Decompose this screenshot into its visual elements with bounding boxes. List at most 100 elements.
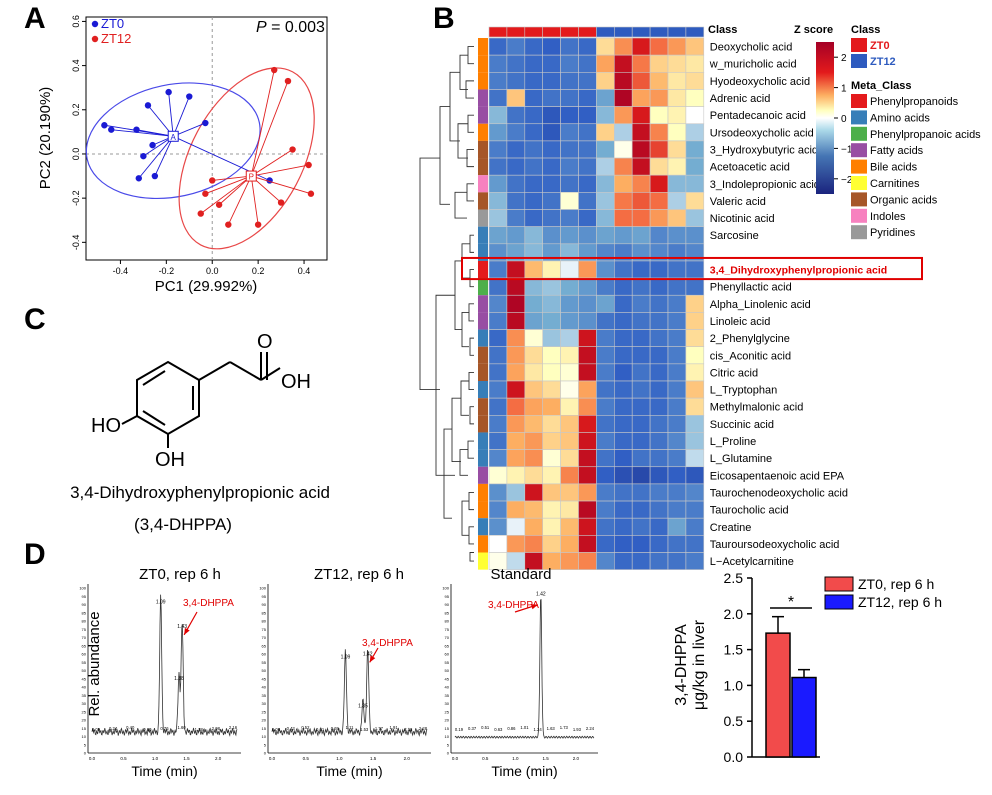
bar-legend-label: ZT0, rep 6 h: [858, 576, 934, 592]
meta-class-cell: [478, 192, 488, 210]
baseline-peak-label: 1.24: [534, 727, 543, 732]
bar-marks: *: [765, 594, 817, 758]
chromatogram-y-tick: 85: [82, 610, 87, 615]
aromatic-double-bond-1: [142, 370, 166, 386]
bar: [791, 676, 817, 758]
pca-spoke-line: [250, 69, 275, 177]
chromatogram-y-tick: 45: [82, 676, 87, 681]
meta-class-cell: [478, 329, 488, 347]
baseline-peak-label: 0.51: [481, 725, 490, 730]
baseline-peak-label: 0.06: [272, 727, 281, 732]
chromatogram-y-tick: 35: [82, 693, 87, 698]
pca-centroid-label: A: [171, 133, 177, 142]
meta-class-cell: [478, 260, 488, 279]
significance-marker: *: [788, 594, 794, 611]
pca-y-axis-label: PC2 (20.190%): [37, 87, 54, 190]
pca-point: [186, 93, 193, 100]
chain-bond-2: [229, 361, 262, 381]
chromatogram-y-tick: 10: [82, 734, 87, 739]
dendrogram-branch: [469, 552, 474, 562]
pca-point: [284, 77, 292, 85]
meta-class-cell: [478, 106, 488, 124]
pca-point: [151, 172, 159, 180]
z-tick-label: −1: [841, 144, 853, 155]
heatmap-row-label: Hyodeoxycholic acid: [710, 76, 810, 88]
chromatogram-x-tick: 2.0: [215, 756, 222, 761]
meta-class-cell: [478, 278, 488, 296]
pca-point: [165, 88, 172, 96]
bar-y-tick-label: 1.5: [724, 642, 744, 658]
chromatogram-y-tick: 20: [445, 718, 450, 723]
chromatogram-y-tick: 65: [445, 643, 450, 648]
class-bar-cell: [685, 26, 705, 38]
meta-class-legend: Phenylpropanoids Amino acids Phenylpropano…: [851, 94, 981, 240]
pca-spoke-line: [172, 96, 190, 137]
bar-legend: ZT0, rep 6 h ZT12, rep 6 h: [824, 576, 942, 610]
baseline-peak-label: 2.18: [404, 727, 413, 732]
chromatogram-y-tick: 45: [445, 676, 450, 681]
peak-label: 1.09: [156, 599, 166, 605]
pca-spoke-line: [251, 164, 309, 177]
meta-legend-swatch: [851, 143, 867, 158]
y-tick-label: -0.4: [71, 235, 81, 251]
pca-spoke-line: [136, 129, 174, 137]
dendrogram-branch: [419, 157, 440, 391]
y-tick-label: 0.0: [71, 148, 81, 161]
chromatogram-x-tick: 1.5: [543, 756, 550, 761]
chromatogram-x-label: Time (min): [316, 763, 382, 779]
zt12-confidence-ellipse: [178, 67, 315, 250]
x-tick-label: 0.0: [206, 266, 219, 276]
heatmap-row-label: Alpha_Linolenic acid: [710, 299, 811, 311]
y-tick-label: 0.6: [71, 15, 81, 28]
chromatogram-y-tick: 80: [82, 619, 87, 624]
meta-class-cell: [478, 466, 488, 484]
hydroxyl-oh: OH: [155, 449, 185, 471]
chromatogram-y-tick: 0: [264, 751, 267, 756]
chromatogram-y-tick: 95: [82, 594, 87, 599]
bar-axes: 0.0 0.5 1.0 1.5 2.0 2.5: [724, 570, 820, 765]
pca-spoke-line: [212, 175, 252, 181]
baseline-peak-label: 0.69: [331, 726, 340, 731]
baseline-peak-label: 0.09: [92, 727, 101, 732]
chromatogram-y-tick: 50: [262, 668, 267, 673]
dendrogram-branch: [435, 294, 455, 476]
heatmap-row-label: Methylmalonic acid: [710, 402, 804, 414]
chromatogram-x-tick: 0.0: [269, 756, 276, 761]
pca-spoke-line: [250, 175, 259, 225]
chromatogram-y-tick: 100: [259, 586, 266, 591]
heatmap-cell: [685, 552, 705, 570]
chromatogram-y-tick: 75: [262, 627, 267, 632]
pca-spoke-line: [227, 175, 252, 225]
dendrogram-branch: [451, 397, 461, 463]
chromatogram-y-tick: 80: [262, 619, 267, 624]
pca-spoke-line: [154, 136, 174, 177]
dendrogram-branch: [461, 500, 469, 536]
chromatogram-x-tick: 1.0: [512, 756, 519, 761]
meta-class-annotation-column: [478, 38, 488, 570]
meta-class-cell: [478, 535, 488, 553]
row-dendrogram: [419, 46, 474, 562]
p-value-symbol: P: [256, 19, 267, 36]
pca-point: [149, 141, 156, 149]
heatmap-row-label: L_Tryptophan: [710, 385, 777, 397]
meta-legend-swatch: [851, 176, 867, 190]
dendrogram-branch: [469, 337, 474, 356]
chromatogram-y-tick: 25: [262, 709, 267, 714]
peak-label: 1.35: [358, 703, 368, 709]
carboxyl-oh: OH: [281, 371, 311, 393]
chromatogram-y-tick: 70: [262, 635, 267, 640]
meta-legend-label: Indoles: [870, 211, 906, 223]
baseline-peak-label: 0.76: [160, 726, 169, 731]
heatmap-row-label: L_Proline: [710, 436, 756, 448]
chromatogram-y-axis-label: Rel. abundance: [86, 611, 103, 716]
z-score-title: Z score: [794, 24, 833, 36]
class-legend-swatch: [851, 54, 867, 68]
pca-point: [277, 199, 285, 206]
meta-legend-label: Bile acids: [870, 162, 918, 174]
baseline-peak-label: 0.37: [468, 726, 477, 731]
heatmap-row-label: Tauroursodeoxycholic acid: [710, 539, 840, 551]
pca-centroid-box: [245, 170, 257, 182]
